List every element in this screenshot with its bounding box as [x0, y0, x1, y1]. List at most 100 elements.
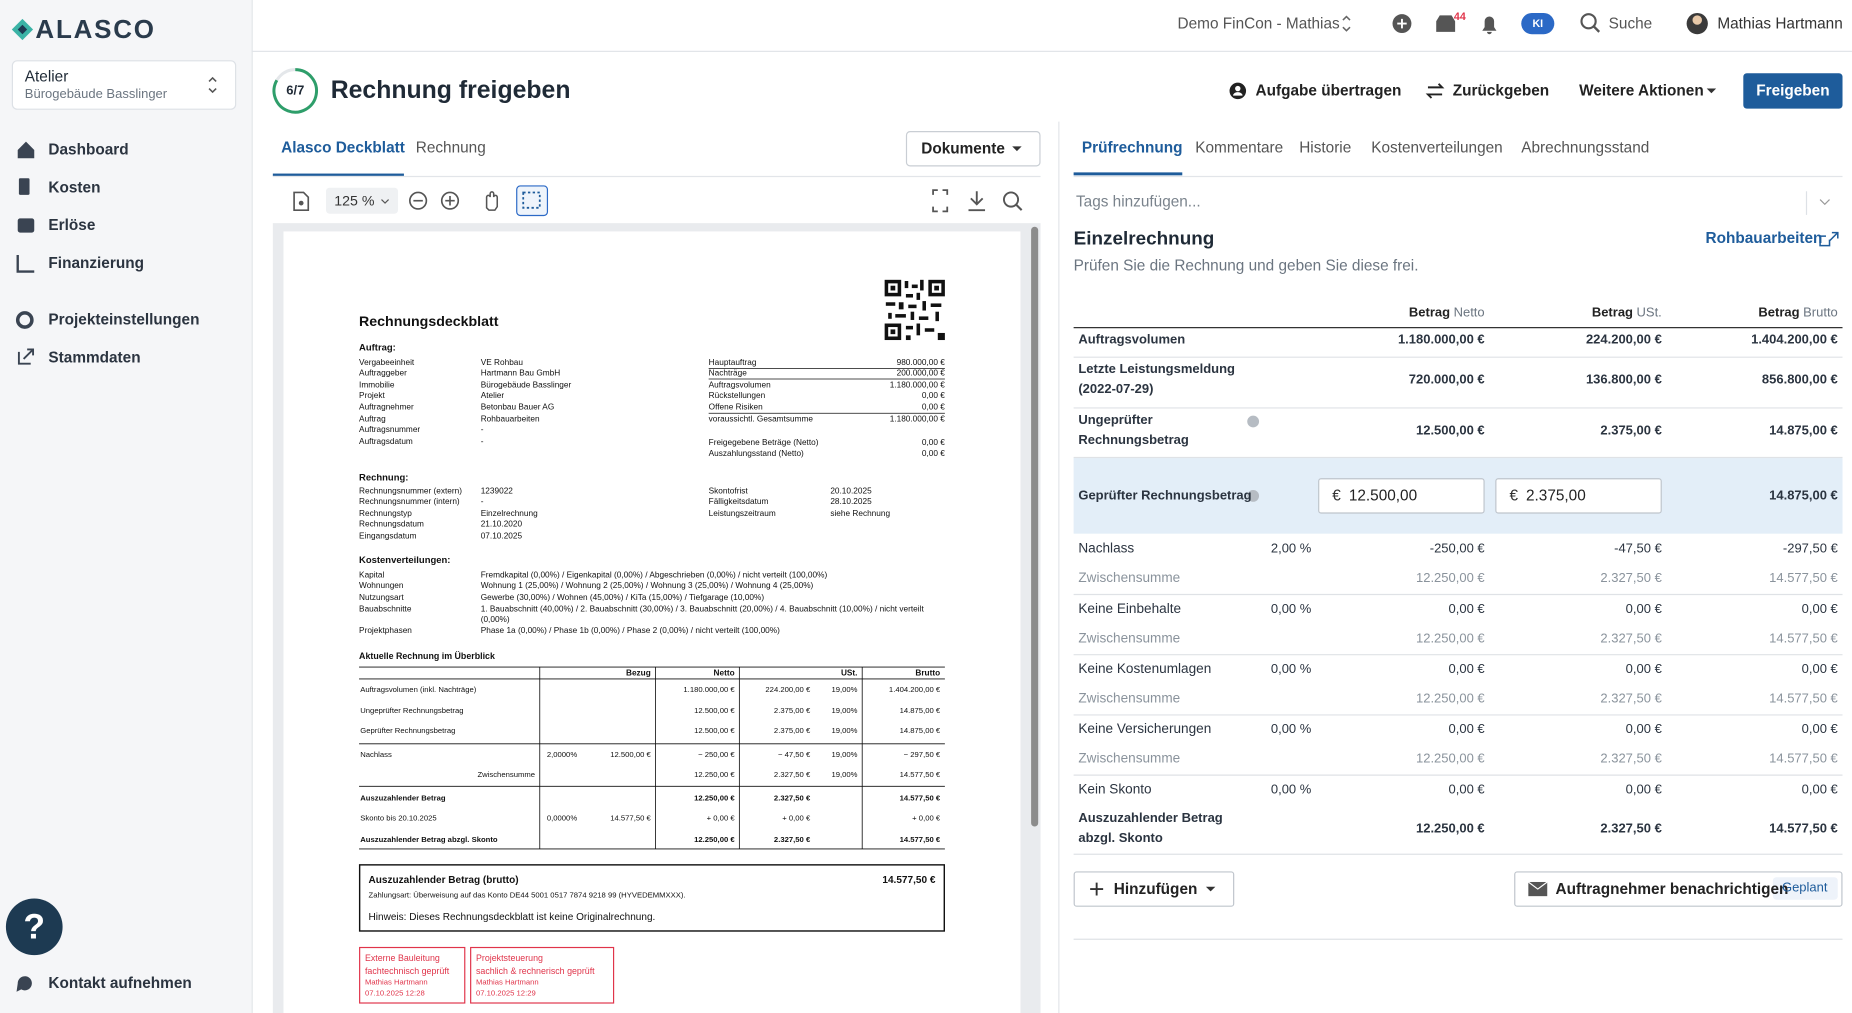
doc-cell: + 0,00 € — [912, 814, 941, 823]
doc-label: Rechnungsdatum — [359, 521, 424, 530]
doc-cell: + 0,00 € — [706, 814, 735, 823]
net-input[interactable]: 12.500,00 — [1348, 486, 1418, 505]
doc-cell: Auftragsvolumen (inkl. Nachträge) — [360, 685, 477, 694]
description: Prüfen Sie die Rechnung und geben Sie di… — [1073, 256, 1419, 274]
help-button[interactable]: ? — [23, 907, 46, 947]
net-amount: 0,00 € — [1448, 721, 1485, 737]
doc-value: - — [480, 426, 484, 435]
net-amount: 0,00 € — [1448, 661, 1485, 676]
vat-input[interactable]: 2.375,00 — [1525, 486, 1586, 505]
tab[interactable]: Historie — [1299, 138, 1352, 156]
nav-item[interactable]: Projekteinstellungen — [48, 310, 200, 329]
zoom-select[interactable]: 125 % — [334, 192, 375, 209]
action-button[interactable]: Zurückgeben — [1452, 81, 1550, 100]
doc-section: Rechnung: — [359, 471, 409, 483]
logo: ALASCO — [35, 14, 156, 44]
doc-cell: 19,00% — [831, 726, 858, 735]
doc-cell: 19,00% — [831, 706, 858, 715]
doc-value: Rohbauarbeiten — [480, 415, 540, 424]
doc-label: Projektphasen — [359, 626, 412, 635]
gross-amount: 856.800,00 € — [1761, 372, 1838, 387]
ai-button[interactable]: KI — [1532, 17, 1544, 30]
net-amount: 0,00 € — [1448, 782, 1485, 797]
tab[interactable]: Abrechnungsstand — [1521, 138, 1650, 156]
doc-value: Gewerbe (30,00%) / Wohnen (45,00%) / KiT… — [480, 593, 765, 602]
action-button[interactable]: Weitere Aktionen — [1579, 81, 1704, 100]
gross-amount: 14.577,50 € — [1769, 631, 1838, 646]
notify-button[interactable]: Auftragnehmer benachrichtigen — [1555, 879, 1789, 898]
stamp-title: Externe Bauleitung — [364, 952, 440, 964]
net-amount: 12.500,00 € — [1415, 423, 1485, 438]
doc-value: 980.000,00 € — [896, 358, 945, 367]
contract-link[interactable]: Rohbauarbeiten — [1705, 229, 1823, 247]
doc-value: - — [480, 437, 484, 446]
vat-amount: 0,00 € — [1625, 601, 1662, 616]
row-label: Geprüfter Rechnungsbetrag — [1078, 488, 1252, 503]
doc-value: VE Rohbau — [480, 358, 524, 367]
column-header: Betrag Brutto — [1602, 303, 1837, 322]
status-badge: Geplant — [1781, 880, 1828, 895]
doc-cell: 19,00% — [831, 770, 858, 779]
user-menu[interactable]: Mathias Hartmann — [1717, 14, 1843, 32]
add-button[interactable]: Hinzufügen — [1113, 879, 1198, 898]
doc-cell: 2.327,50 € — [773, 835, 811, 844]
doc-section: Kostenverteilungen: — [359, 554, 451, 565]
doc-column-header: Netto — [713, 668, 735, 678]
section-title: Einzelrechnung — [1073, 229, 1215, 250]
workspace-switcher[interactable]: Demo FinCon - Mathias — [1177, 14, 1340, 32]
doc-value: 20.10.2025 — [830, 487, 872, 496]
tab[interactable]: Alasco Deckblatt — [281, 138, 405, 156]
doc-label: Eingangsdatum — [359, 532, 417, 541]
doc-label: Auszahlungsstand (Netto) — [708, 449, 804, 459]
doc-label: Auftragsnummer — [359, 426, 421, 435]
doc-cell: 2,0000% — [546, 750, 578, 759]
nav-item[interactable]: Dashboard — [48, 140, 129, 159]
net-amount: 12.250,00 € — [1415, 691, 1485, 706]
action-button[interactable]: Aufgabe übertragen — [1255, 81, 1402, 100]
doc-cell: 19,00% — [831, 685, 858, 694]
gross-amount: 14.577,50 € — [1769, 821, 1838, 836]
doc-cell: 2.327,50 € — [773, 770, 811, 779]
doc-cell: 14.577,50 € — [610, 814, 651, 823]
doc-cell: 14.875,00 € — [899, 706, 941, 715]
doc-value: 200.000,00 € — [896, 369, 945, 378]
doc-label: Hauptauftrag — [708, 358, 757, 367]
gross-amount: 14.577,50 € — [1769, 751, 1838, 766]
currency-prefix: € — [1509, 486, 1518, 505]
approve-button[interactable]: Freigeben — [1756, 81, 1830, 100]
doc-label: Offene Risiken — [708, 403, 763, 412]
tab[interactable]: Rechnung — [415, 138, 486, 156]
tags-input[interactable]: Tags hinzufügen... — [1075, 192, 1201, 211]
search[interactable]: Suche — [1608, 14, 1653, 32]
doc-cell: Auszuzahlender Betrag — [360, 794, 446, 803]
documents-dropdown[interactable]: Dokumente — [921, 139, 1005, 158]
doc-cell: 12.250,00 € — [694, 794, 735, 803]
doc-cell: − 297,50 € — [903, 750, 941, 759]
column-header-part: Betrag — [1758, 305, 1800, 320]
project-name[interactable]: Atelier — [24, 67, 69, 86]
tab[interactable]: Kommentare — [1195, 138, 1284, 156]
nav-item[interactable]: Finanzierung — [48, 253, 144, 272]
net-amount: 12.250,00 € — [1415, 570, 1485, 586]
doc-payment-method: Zahlungsart: Überweisung auf das Konto D… — [368, 890, 686, 900]
tab[interactable]: Prüfrechnung — [1081, 138, 1183, 156]
vat-amount: 0,00 € — [1625, 661, 1662, 676]
row-label: Ungeprüfter Rechnungsbetrag — [1078, 413, 1189, 448]
nav-item[interactable]: Kosten — [48, 178, 101, 196]
row-rate: 0,00 % — [1270, 782, 1312, 797]
row-label: Keine Einbehalte — [1078, 601, 1182, 616]
net-amount: 720.000,00 € — [1408, 372, 1485, 387]
doc-title: Rechnungsdeckblatt — [359, 312, 499, 330]
nav-item[interactable]: Erlöse — [48, 216, 96, 234]
contact-link[interactable]: Kontakt aufnehmen — [48, 974, 192, 992]
gross-amount: 14.577,50 € — [1769, 691, 1838, 706]
nav-item[interactable]: Stammdaten — [48, 348, 141, 367]
tab[interactable]: Kostenverteilungen — [1371, 138, 1503, 156]
doc-value: Bürogebäude Basslinger — [480, 380, 572, 390]
doc-label: Freigegebene Beträge (Netto) — [708, 438, 819, 447]
row-rate: 2,00 % — [1270, 541, 1312, 556]
doc-cell: Ungeprüfter Rechnungsbetrag — [360, 706, 464, 715]
doc-cell: 14.875,00 € — [899, 726, 941, 735]
